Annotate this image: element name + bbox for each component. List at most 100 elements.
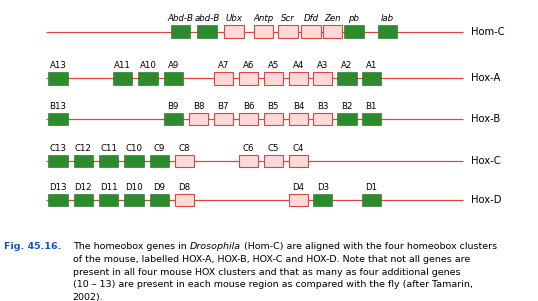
Text: (10 – 13) are present in each mouse region as compared with the fly (after Tamar: (10 – 13) are present in each mouse regi… bbox=[73, 280, 472, 289]
FancyBboxPatch shape bbox=[239, 155, 258, 167]
FancyBboxPatch shape bbox=[313, 72, 332, 85]
Text: A7: A7 bbox=[217, 61, 229, 70]
FancyBboxPatch shape bbox=[164, 113, 183, 125]
Text: present in all four mouse HOX clusters and that as many as four additional genes: present in all four mouse HOX clusters a… bbox=[73, 268, 460, 277]
Text: Drosophila: Drosophila bbox=[189, 242, 240, 251]
FancyBboxPatch shape bbox=[313, 113, 332, 125]
Text: C6: C6 bbox=[243, 144, 254, 153]
FancyBboxPatch shape bbox=[99, 194, 118, 206]
FancyBboxPatch shape bbox=[362, 113, 381, 125]
Text: Hox-C: Hox-C bbox=[471, 156, 500, 166]
FancyBboxPatch shape bbox=[150, 155, 169, 167]
Text: C9: C9 bbox=[153, 144, 165, 153]
Text: Zen: Zen bbox=[324, 14, 341, 23]
Text: B1: B1 bbox=[365, 102, 377, 111]
FancyBboxPatch shape bbox=[289, 113, 308, 125]
Text: A5: A5 bbox=[267, 61, 279, 70]
FancyBboxPatch shape bbox=[344, 25, 364, 38]
Text: D10: D10 bbox=[125, 183, 143, 192]
Text: A9: A9 bbox=[168, 61, 179, 70]
Text: B4: B4 bbox=[293, 102, 305, 111]
Text: B6: B6 bbox=[243, 102, 254, 111]
Text: B7: B7 bbox=[217, 102, 229, 111]
Text: Fig. 45.16.: Fig. 45.16. bbox=[4, 242, 62, 251]
Text: B2: B2 bbox=[341, 102, 353, 111]
FancyBboxPatch shape bbox=[175, 194, 194, 206]
Text: Hox-D: Hox-D bbox=[471, 195, 501, 205]
Text: D11: D11 bbox=[100, 183, 117, 192]
Text: C10: C10 bbox=[125, 144, 143, 153]
Text: D9: D9 bbox=[153, 183, 165, 192]
Text: B13: B13 bbox=[49, 102, 67, 111]
FancyBboxPatch shape bbox=[189, 113, 208, 125]
FancyBboxPatch shape bbox=[138, 72, 158, 85]
Text: D4: D4 bbox=[293, 183, 305, 192]
FancyBboxPatch shape bbox=[74, 155, 93, 167]
Text: lab: lab bbox=[381, 14, 394, 23]
FancyBboxPatch shape bbox=[362, 194, 381, 206]
Text: A1: A1 bbox=[365, 61, 377, 70]
FancyBboxPatch shape bbox=[175, 155, 194, 167]
Text: Dfd: Dfd bbox=[303, 14, 318, 23]
Text: Abd-B: Abd-B bbox=[167, 14, 193, 23]
FancyBboxPatch shape bbox=[337, 72, 357, 85]
FancyBboxPatch shape bbox=[113, 72, 132, 85]
Text: D13: D13 bbox=[49, 183, 67, 192]
FancyBboxPatch shape bbox=[254, 25, 273, 38]
FancyBboxPatch shape bbox=[197, 25, 217, 38]
Text: C4: C4 bbox=[293, 144, 305, 153]
FancyBboxPatch shape bbox=[48, 113, 68, 125]
FancyBboxPatch shape bbox=[289, 72, 308, 85]
FancyBboxPatch shape bbox=[48, 155, 68, 167]
Text: of the mouse, labelled HOX-A, HOX-B, HOX-C and HOX-D. Note that not all genes ar: of the mouse, labelled HOX-A, HOX-B, HOX… bbox=[73, 255, 470, 264]
FancyBboxPatch shape bbox=[124, 155, 144, 167]
Text: D8: D8 bbox=[179, 183, 190, 192]
FancyBboxPatch shape bbox=[289, 155, 308, 167]
FancyBboxPatch shape bbox=[337, 113, 357, 125]
FancyBboxPatch shape bbox=[264, 113, 283, 125]
FancyBboxPatch shape bbox=[150, 194, 169, 206]
FancyBboxPatch shape bbox=[48, 194, 68, 206]
FancyBboxPatch shape bbox=[124, 194, 144, 206]
FancyBboxPatch shape bbox=[313, 194, 332, 206]
FancyBboxPatch shape bbox=[171, 25, 190, 38]
Text: D1: D1 bbox=[365, 183, 377, 192]
Text: B9: B9 bbox=[167, 102, 179, 111]
Text: B3: B3 bbox=[317, 102, 329, 111]
Text: Antp: Antp bbox=[253, 14, 274, 23]
Text: D12: D12 bbox=[75, 183, 92, 192]
Text: 2002).: 2002). bbox=[73, 293, 103, 301]
Text: D3: D3 bbox=[317, 183, 329, 192]
Text: B5: B5 bbox=[267, 102, 279, 111]
FancyBboxPatch shape bbox=[301, 25, 321, 38]
Text: A4: A4 bbox=[293, 61, 305, 70]
FancyBboxPatch shape bbox=[289, 194, 308, 206]
FancyBboxPatch shape bbox=[278, 25, 298, 38]
FancyBboxPatch shape bbox=[224, 25, 244, 38]
Text: Ubx: Ubx bbox=[225, 14, 243, 23]
FancyBboxPatch shape bbox=[214, 72, 233, 85]
FancyBboxPatch shape bbox=[378, 25, 397, 38]
Text: The homeobox genes in: The homeobox genes in bbox=[73, 242, 189, 251]
FancyBboxPatch shape bbox=[362, 72, 381, 85]
Text: A3: A3 bbox=[317, 61, 329, 70]
Text: C13: C13 bbox=[49, 144, 67, 153]
FancyBboxPatch shape bbox=[48, 72, 68, 85]
Text: B8: B8 bbox=[193, 102, 204, 111]
Text: C5: C5 bbox=[267, 144, 279, 153]
Text: A2: A2 bbox=[341, 61, 353, 70]
FancyBboxPatch shape bbox=[164, 72, 183, 85]
Text: Hom-C: Hom-C bbox=[471, 26, 505, 37]
Text: Scr: Scr bbox=[281, 14, 295, 23]
Text: abd-B: abd-B bbox=[195, 14, 220, 23]
Text: (Hom-C) are aligned with the four homeobox clusters: (Hom-C) are aligned with the four homeob… bbox=[240, 242, 497, 251]
FancyBboxPatch shape bbox=[323, 25, 342, 38]
Text: Hox-B: Hox-B bbox=[471, 114, 500, 124]
FancyBboxPatch shape bbox=[239, 113, 258, 125]
Text: A6: A6 bbox=[243, 61, 254, 70]
FancyBboxPatch shape bbox=[264, 155, 283, 167]
FancyBboxPatch shape bbox=[99, 155, 118, 167]
Text: Hox-A: Hox-A bbox=[471, 73, 500, 83]
FancyBboxPatch shape bbox=[264, 72, 283, 85]
FancyBboxPatch shape bbox=[239, 72, 258, 85]
